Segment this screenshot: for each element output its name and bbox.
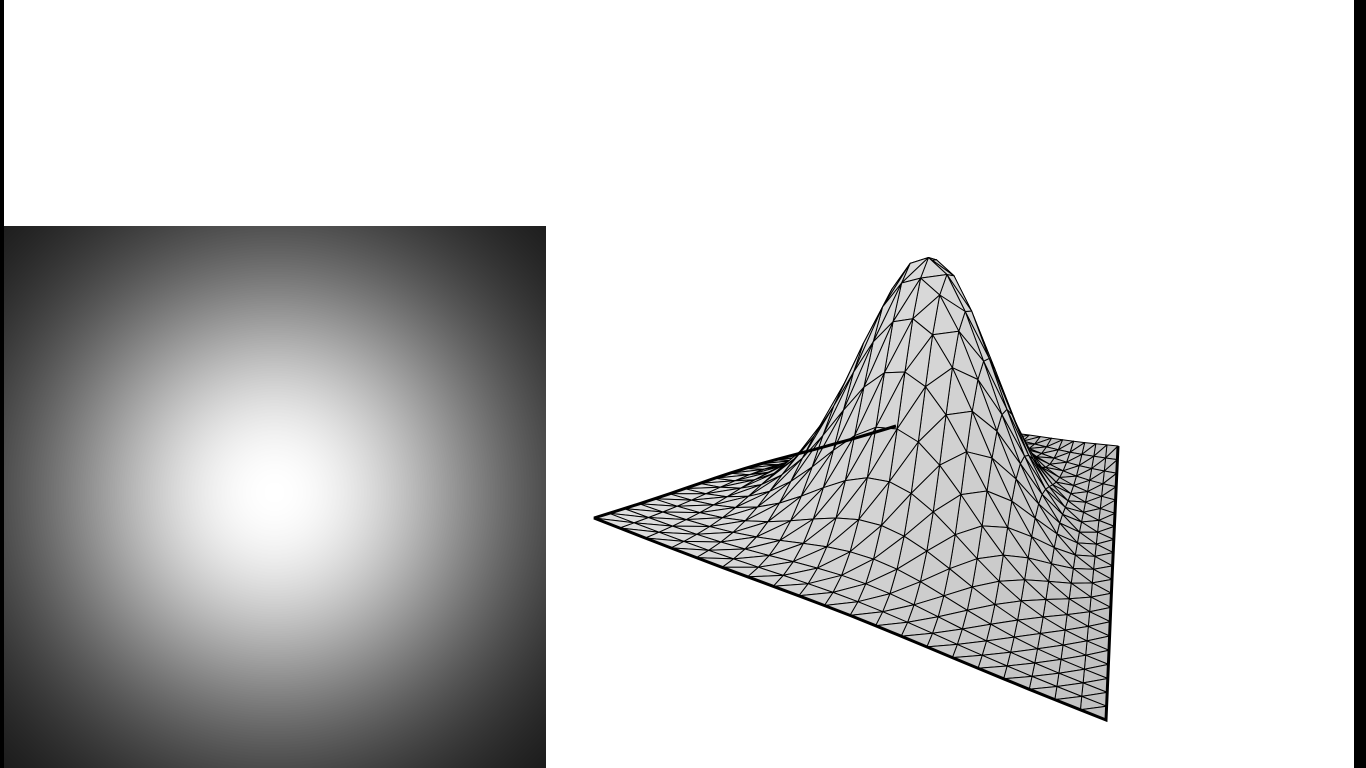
mesh-triangle <box>900 632 933 648</box>
gaussian-surface-mesh <box>593 257 1120 723</box>
mesh-triangle <box>926 643 958 659</box>
mesh-triangle <box>951 654 983 669</box>
surface-left-edge <box>593 424 897 520</box>
surface-plot-panel <box>546 226 1354 768</box>
gaussian-intensity-image <box>4 226 546 768</box>
surface-front-edge <box>593 445 1120 723</box>
intensity-heatmap-panel <box>4 226 546 768</box>
right-border <box>1354 0 1366 768</box>
left-border <box>0 0 4 768</box>
surface-mesh-group <box>593 257 1119 721</box>
